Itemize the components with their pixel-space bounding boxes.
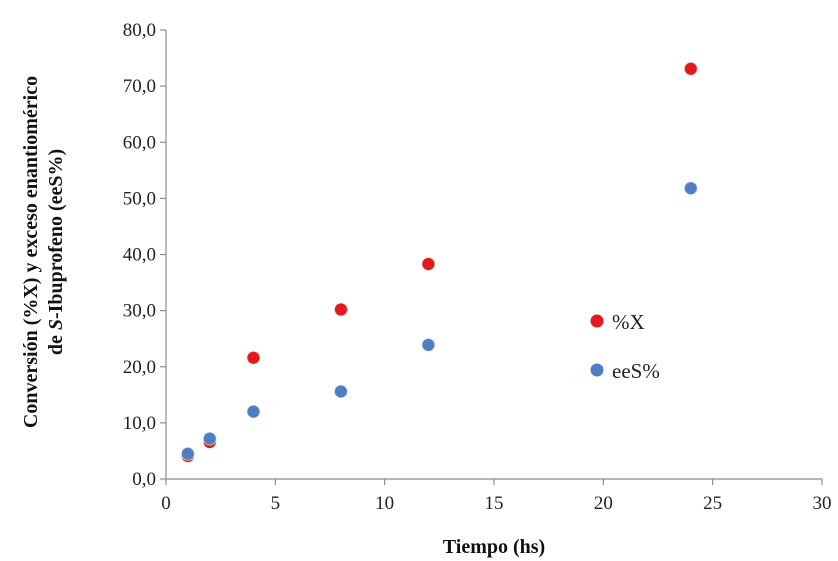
data-point-x xyxy=(421,257,436,272)
data-points xyxy=(180,61,698,463)
x-ticks: 0 5 10 15 20 25 30 xyxy=(161,479,832,514)
y-axis-title-line-1: Conversión (%X) y exceso enantiomérico xyxy=(20,76,42,428)
x-tick-label: 10 xyxy=(375,493,394,514)
axes xyxy=(165,30,822,480)
x-tick-label: 5 xyxy=(271,493,281,514)
y-tick-label: 80,0 xyxy=(123,20,156,41)
data-point-ees xyxy=(202,431,217,446)
y-axis-title-line-2: de S-Ibuprofeno (eeS%) xyxy=(45,149,67,355)
x-tick-label: 30 xyxy=(813,493,832,514)
x-tick-label: 25 xyxy=(703,493,722,514)
x-tick-label: 15 xyxy=(485,493,504,514)
legend-marker-x xyxy=(590,314,604,328)
legend-label-x: %X xyxy=(612,310,645,334)
x-axis-title: Tiempo (hs) xyxy=(443,536,545,558)
y-axis-title: Conversión (%X) y exceso enantiomérico d… xyxy=(20,76,67,428)
data-point-x xyxy=(333,302,348,317)
y-tick-label: 40,0 xyxy=(123,245,156,266)
data-point-ees xyxy=(180,446,195,461)
y-tick-label: 10,0 xyxy=(123,413,156,434)
legend-label-ees: eeS% xyxy=(612,359,660,383)
y-axis-title-italic-s: S xyxy=(45,319,67,330)
y-tick-label: 70,0 xyxy=(123,76,156,97)
data-point-ees xyxy=(333,384,348,399)
data-point-ees xyxy=(421,337,436,352)
y-ticks: 0,0 10,0 20,0 30,0 40,0 50,0 60,0 70,0 80,0 xyxy=(123,20,166,490)
y-tick-label: 50,0 xyxy=(123,188,156,209)
y-tick-label: 0,0 xyxy=(132,469,156,490)
legend: %X eeS% xyxy=(590,310,660,383)
data-point-x xyxy=(683,61,698,76)
x-tick-label: 20 xyxy=(594,493,613,514)
data-point-ees xyxy=(246,404,261,419)
legend-marker-ees xyxy=(590,363,604,377)
x-tick-label: 0 xyxy=(161,493,171,514)
data-point-x xyxy=(246,350,261,365)
y-tick-label: 20,0 xyxy=(123,357,156,378)
y-tick-label: 30,0 xyxy=(123,301,156,322)
data-point-ees xyxy=(683,181,698,196)
y-tick-label: 60,0 xyxy=(123,132,156,153)
